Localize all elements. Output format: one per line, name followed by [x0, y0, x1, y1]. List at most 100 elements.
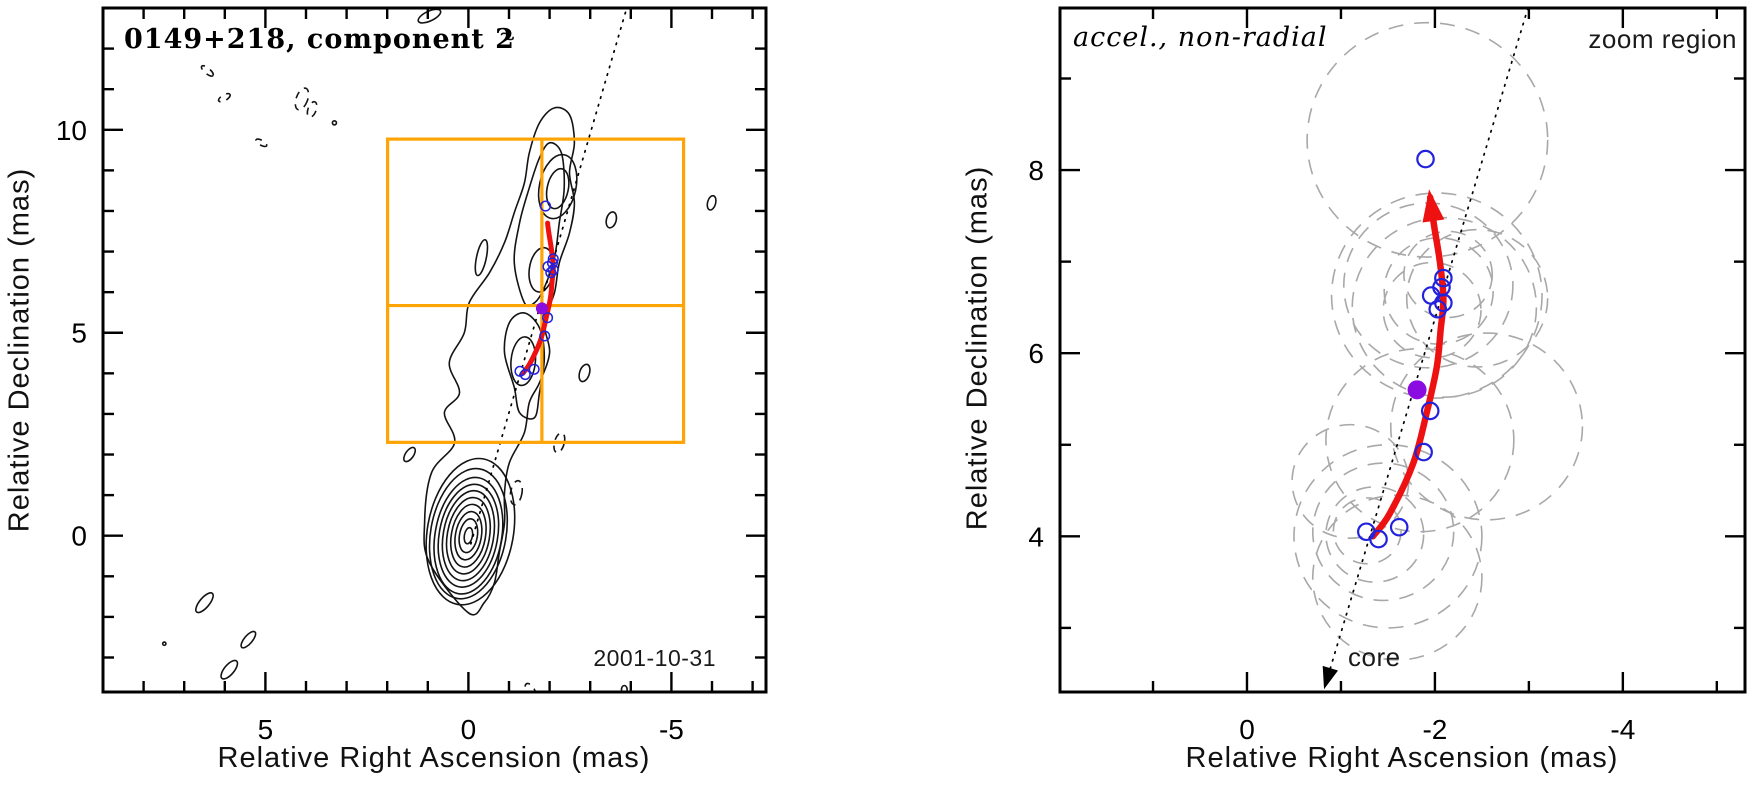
x-tick-label: 0: [1239, 714, 1255, 745]
beam-circle: [1403, 230, 1494, 319]
y-tick-label: 5: [71, 318, 87, 349]
beam-circle: [1332, 497, 1402, 565]
component-marker: [539, 330, 551, 342]
axis-ticks: 5 0 -5 0 5 10: [56, 8, 766, 745]
component-marker: [547, 253, 559, 265]
contour-ellipse: [454, 510, 483, 561]
contour-map-panel: 5 0 -5 0 5 10: [56, 6, 768, 745]
component-marker: [1389, 517, 1409, 537]
noise-contour: [161, 641, 167, 647]
x-tick-label: 0: [461, 714, 477, 745]
beam-circle: [1389, 332, 1584, 521]
noise-contour: [706, 194, 717, 211]
trajectory-arrowhead: [1422, 189, 1445, 223]
noise-contour: [331, 120, 338, 126]
beam-circle: [1306, 21, 1549, 258]
component-marker: [547, 264, 559, 276]
noise-contour: [474, 238, 489, 277]
left-yaxis-label: Relative Declination (mas): [3, 167, 36, 533]
noise-contour: [403, 446, 417, 463]
noise-contour: [553, 432, 566, 454]
beam-circle: [1291, 423, 1410, 539]
radial-dotted-line: [1323, 8, 1529, 691]
beam-circle: [1405, 228, 1549, 368]
contour-ellipse: [428, 467, 509, 600]
beam-circle: [1325, 486, 1425, 583]
noise-contour: [578, 363, 591, 383]
contour-ellipse: [445, 496, 492, 575]
noise-contour: [294, 87, 310, 111]
zoom-region-panel: 0 -2 -4 4 6 8: [1028, 6, 1747, 745]
contour-group: [161, 8, 717, 692]
component-marker: [1434, 268, 1453, 288]
component-marker: [528, 363, 540, 375]
component-marker: [1416, 149, 1435, 169]
epoch-marker: [535, 302, 548, 315]
noise-contour: [500, 32, 514, 41]
noise-contour: [240, 630, 257, 649]
epoch-label: 2001-10-31: [593, 645, 716, 671]
plot-frame: [1058, 6, 1747, 694]
beam-circle: [1325, 347, 1515, 533]
contour-ellipse: [458, 518, 479, 554]
noise-contour: [509, 479, 524, 506]
noise-contour: [220, 659, 239, 680]
contour-outer: [423, 106, 576, 616]
zoom-box-group: [386, 137, 686, 444]
epoch-marker: [1407, 380, 1427, 400]
noise-contour: [217, 92, 231, 103]
y-tick-label: 4: [1028, 521, 1044, 552]
component-marker: [1420, 401, 1440, 421]
zoom-box: [386, 137, 686, 444]
noise-contour: [306, 100, 318, 119]
component-marker: [1414, 442, 1433, 462]
contour-ellipse: [537, 153, 578, 220]
component-marker: [539, 200, 552, 212]
component-marker: [542, 312, 554, 324]
beam-circle: [1293, 443, 1483, 629]
noise-contour: [195, 592, 214, 614]
contour-ellipse: [545, 167, 570, 210]
contour-level: [513, 141, 566, 308]
x-tick-label: -4: [1610, 714, 1635, 745]
component-marker: [1434, 293, 1453, 313]
component-marker: [1428, 299, 1448, 319]
component-marker: [514, 365, 526, 377]
x-tick-label: -2: [1422, 714, 1447, 745]
contour-level: [503, 311, 546, 420]
y-tick-label: 0: [71, 521, 87, 552]
component-marker: [545, 267, 557, 279]
beam-circle: [1311, 462, 1455, 602]
x-tick-label: -5: [659, 714, 684, 745]
contour-ellipse: [441, 489, 496, 582]
y-tick-label: 10: [56, 115, 87, 146]
core-label: core: [1348, 642, 1401, 672]
contour-ellipse: [449, 503, 487, 568]
contour-ellipse: [425, 457, 516, 606]
axis-ticks: 0 -2 -4 4 6 8: [1028, 8, 1745, 745]
contour-ellipse: [437, 483, 500, 588]
panel-content: [1291, 8, 1584, 691]
noise-contour: [620, 684, 628, 692]
radial-dotted-line: [469, 8, 628, 545]
right-xaxis-label: Relative Right Ascension (mas): [1185, 742, 1619, 774]
left-panel-title: 0149+218, component 2: [124, 24, 515, 55]
noise-contour: [605, 211, 618, 229]
contour-ellipse: [463, 526, 474, 545]
y-tick-label: 6: [1028, 338, 1044, 369]
zoom-region-label: zoom region: [1588, 24, 1737, 54]
contour-ellipse: [433, 476, 504, 595]
beam-circle: [1330, 192, 1543, 399]
panel-content: [161, 8, 717, 692]
x-tick-label: 5: [258, 714, 274, 745]
noise-contour: [200, 64, 215, 77]
noise-contour: [255, 138, 268, 148]
right-panel-title: accel., non-radial: [1073, 22, 1328, 53]
fitted-trajectory: [520, 220, 556, 376]
core-direction-arrowhead: [1322, 665, 1339, 690]
component-marker: [1357, 522, 1376, 542]
plot-frame: [101, 6, 768, 694]
fitted-trajectory: [1369, 194, 1447, 540]
